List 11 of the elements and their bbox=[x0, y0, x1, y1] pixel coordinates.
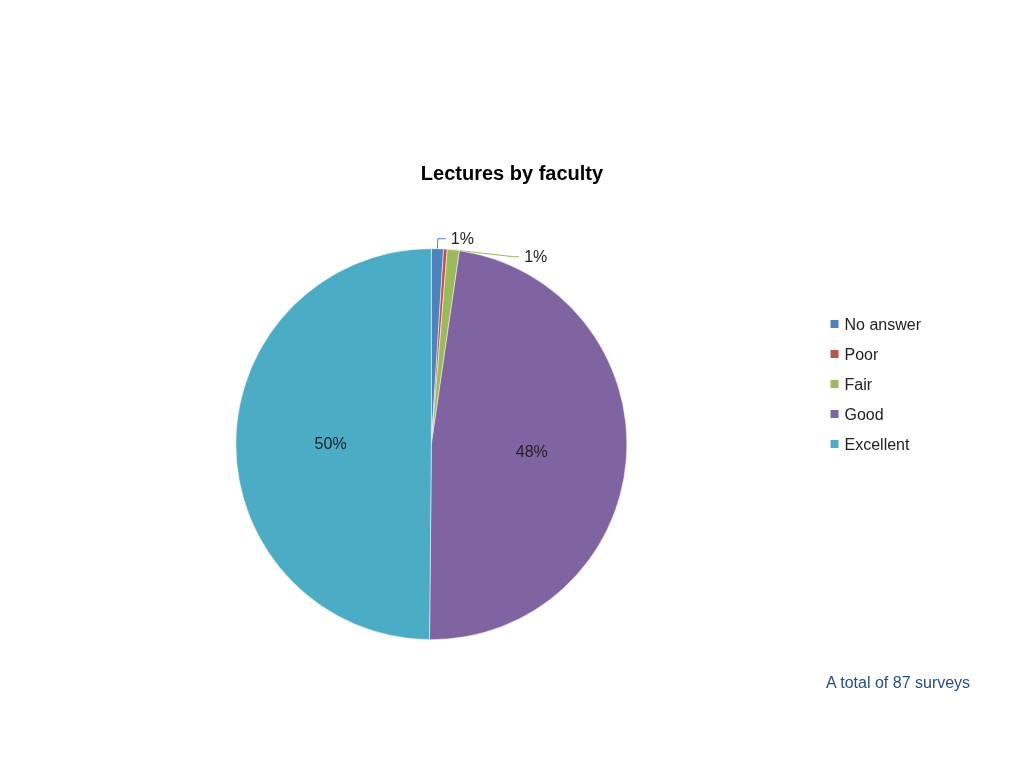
chart-title: Lectures by faculty bbox=[420, 162, 605, 184]
data-label: 50% bbox=[314, 435, 347, 453]
legend-label: Fair bbox=[844, 375, 873, 393]
data-label: 1% bbox=[450, 230, 474, 248]
legend-label: Good bbox=[844, 405, 884, 423]
data-label: 48% bbox=[515, 443, 548, 461]
data-label: 1% bbox=[524, 248, 548, 266]
legend-label: No answer bbox=[844, 315, 922, 333]
text: A total of 87 surveys bbox=[826, 673, 971, 691]
legend-label: Excellent bbox=[844, 435, 910, 453]
legend-label: Poor bbox=[844, 345, 879, 363]
